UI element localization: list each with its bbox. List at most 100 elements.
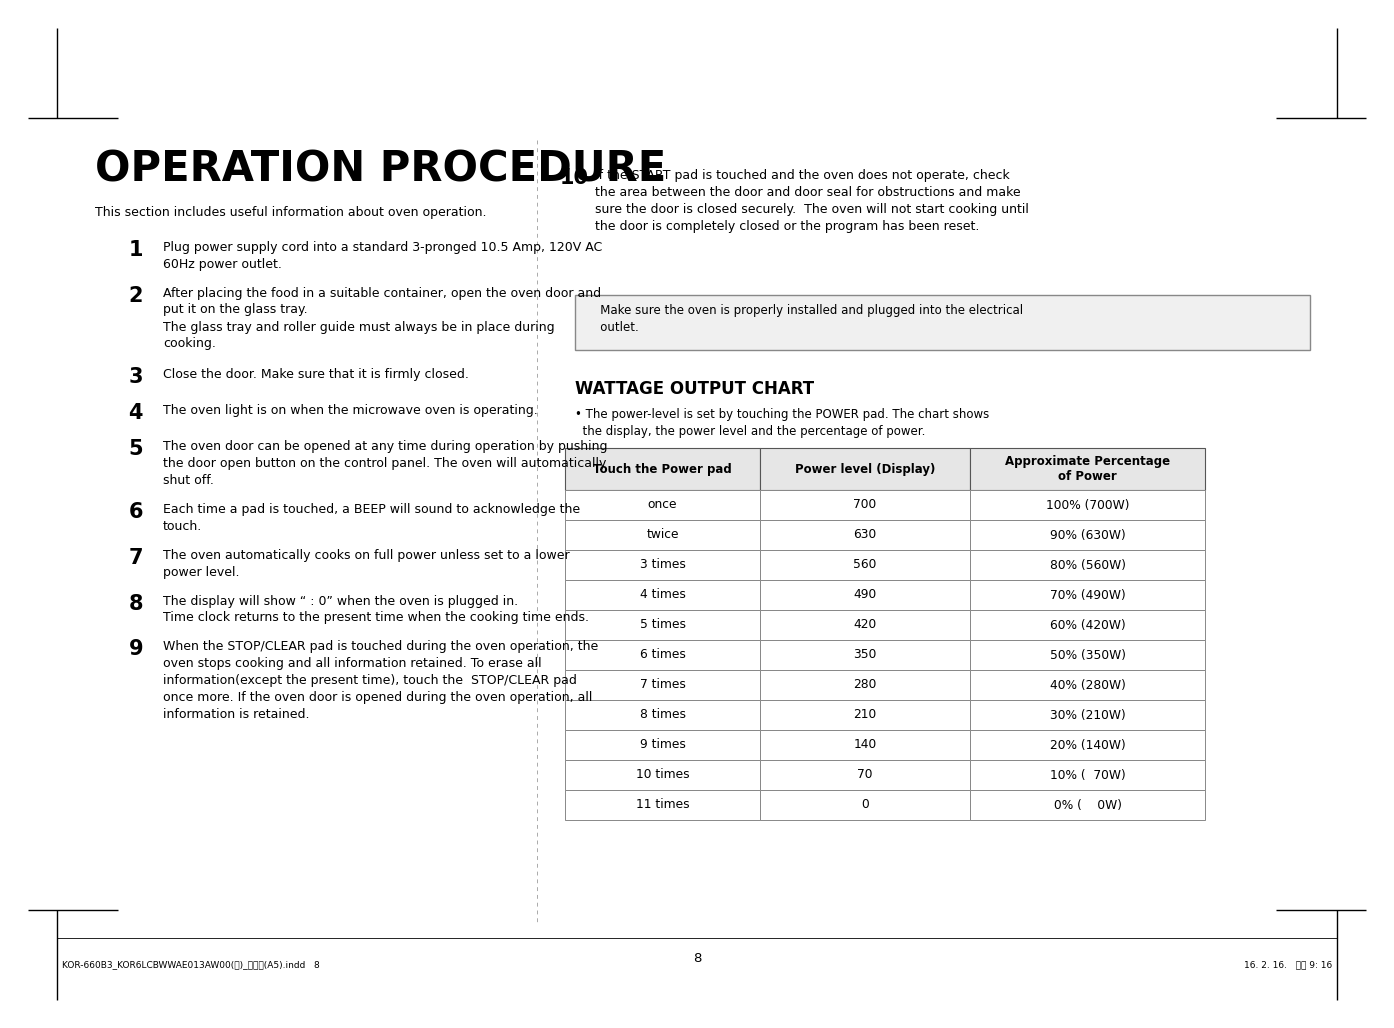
Text: 3 times: 3 times [640, 558, 686, 572]
Bar [565, 580, 760, 610]
Bar [565, 700, 760, 730]
Text: 0: 0 [861, 799, 868, 811]
Bar [760, 490, 970, 520]
Text: After placing the food in a suitable container, open the oven door and
put it on: After placing the food in a suitable con… [163, 287, 601, 351]
Text: KOR-660B3_KOR6LCBWWAE013AW00(영)_미주향(A5).indd   8: KOR-660B3_KOR6LCBWWAE013AW00(영)_미주향(A5).… [61, 960, 319, 969]
Text: 90% (630W): 90% (630W) [1050, 528, 1125, 542]
Text: 5: 5 [128, 439, 144, 458]
Text: 140: 140 [853, 738, 877, 751]
Text: 1: 1 [128, 240, 144, 260]
Bar [565, 610, 760, 640]
Text: 700: 700 [853, 499, 877, 512]
Text: 350: 350 [853, 649, 877, 661]
Bar [565, 670, 760, 700]
Bar [970, 790, 1204, 820]
Text: The oven automatically cooks on full power unless set to a lower
power level.: The oven automatically cooks on full pow… [163, 549, 570, 579]
Bar [565, 520, 760, 550]
Text: The oven light is on when the microwave oven is operating.: The oven light is on when the microwave … [163, 404, 538, 417]
Text: 7 times: 7 times [640, 678, 686, 692]
Text: 6: 6 [128, 503, 144, 522]
Bar [970, 730, 1204, 760]
Bar [760, 760, 970, 790]
Text: OPERATION PROCEDURE: OPERATION PROCEDURE [95, 148, 666, 190]
Bar [970, 760, 1204, 790]
Bar [760, 730, 970, 760]
Bar [760, 610, 970, 640]
Bar [760, 448, 970, 490]
Text: 630: 630 [853, 528, 877, 542]
Text: This section includes useful information about oven operation.: This section includes useful information… [95, 206, 487, 219]
Text: When the STOP/CLEAR pad is touched during the oven operation, the
oven stops coo: When the STOP/CLEAR pad is touched durin… [163, 640, 598, 721]
Text: once: once [648, 499, 677, 512]
Text: 0% (    0W): 0% ( 0W) [1054, 799, 1122, 811]
Bar [565, 640, 760, 670]
Text: Make sure the oven is properly installed and plugged into the electrical
   outl: Make sure the oven is properly installed… [590, 304, 1023, 334]
Text: 10: 10 [560, 168, 590, 188]
Text: 30% (210W): 30% (210W) [1050, 708, 1125, 722]
Bar [760, 700, 970, 730]
Bar [760, 790, 970, 820]
Bar [565, 790, 760, 820]
Text: 6 times: 6 times [640, 649, 686, 661]
Text: 5 times: 5 times [640, 619, 686, 631]
Text: 2: 2 [128, 286, 144, 305]
Text: 40% (280W): 40% (280W) [1050, 678, 1125, 692]
Text: 9 times: 9 times [640, 738, 686, 751]
Bar [760, 520, 970, 550]
Text: If the START pad is touched and the oven does not operate, check
the area betwee: If the START pad is touched and the oven… [595, 169, 1029, 233]
Bar [565, 490, 760, 520]
Bar [970, 700, 1204, 730]
Text: Touch the Power pad: Touch the Power pad [592, 463, 732, 476]
Text: 8: 8 [693, 952, 701, 965]
Text: Approximate Percentage
of Power: Approximate Percentage of Power [1005, 454, 1170, 483]
Text: 80% (560W): 80% (560W) [1050, 558, 1125, 572]
Text: twice: twice [647, 528, 679, 542]
Text: Close the door. Make sure that it is firmly closed.: Close the door. Make sure that it is fir… [163, 368, 468, 381]
Bar [565, 730, 760, 760]
Text: 420: 420 [853, 619, 877, 631]
Text: 60% (420W): 60% (420W) [1050, 619, 1125, 631]
Text: 70% (490W): 70% (490W) [1050, 588, 1125, 601]
Bar [760, 550, 970, 580]
Text: 16. 2. 16.   오전 9: 16: 16. 2. 16. 오전 9: 16 [1243, 960, 1333, 969]
Text: 8 times: 8 times [640, 708, 686, 722]
Text: 3: 3 [128, 367, 144, 387]
Text: 8: 8 [128, 593, 144, 614]
Bar [565, 448, 760, 490]
Text: 11 times: 11 times [636, 799, 689, 811]
Text: 10% (  70W): 10% ( 70W) [1050, 769, 1125, 781]
Bar [970, 670, 1204, 700]
Text: 560: 560 [853, 558, 877, 572]
Text: Power level (Display): Power level (Display) [795, 463, 935, 476]
Text: 20% (140W): 20% (140W) [1050, 738, 1125, 751]
Text: 4: 4 [128, 403, 144, 423]
Text: The display will show “ : 0” when the oven is plugged in.
Time clock returns to : The display will show “ : 0” when the ov… [163, 594, 590, 624]
Bar [970, 520, 1204, 550]
Text: 490: 490 [853, 588, 877, 601]
Text: 50% (350W): 50% (350W) [1050, 649, 1125, 661]
Text: • The power-level is set by touching the POWER pad. The chart shows
  the displa: • The power-level is set by touching the… [574, 408, 990, 438]
Bar [970, 640, 1204, 670]
Text: 7: 7 [128, 548, 144, 568]
Bar [565, 550, 760, 580]
Text: 9: 9 [128, 639, 144, 659]
Text: The oven door can be opened at any time during operation by pushing
the door ope: The oven door can be opened at any time … [163, 440, 608, 487]
Bar [574, 295, 1310, 350]
Text: 280: 280 [853, 678, 877, 692]
Bar [760, 580, 970, 610]
Text: Each time a pad is touched, a BEEP will sound to acknowledge the
touch.: Each time a pad is touched, a BEEP will … [163, 504, 580, 534]
Text: 100% (700W): 100% (700W) [1046, 499, 1129, 512]
Bar [970, 610, 1204, 640]
Bar [970, 490, 1204, 520]
Text: 4 times: 4 times [640, 588, 686, 601]
Text: 70: 70 [857, 769, 873, 781]
Text: WATTAGE OUTPUT CHART: WATTAGE OUTPUT CHART [574, 380, 814, 398]
Text: 210: 210 [853, 708, 877, 722]
Bar [760, 670, 970, 700]
Bar [565, 760, 760, 790]
Bar [970, 448, 1204, 490]
Bar [760, 640, 970, 670]
Text: Plug power supply cord into a standard 3-pronged 10.5 Amp, 120V AC
60Hz power ou: Plug power supply cord into a standard 3… [163, 241, 602, 271]
Text: 10 times: 10 times [636, 769, 689, 781]
Bar [970, 550, 1204, 580]
